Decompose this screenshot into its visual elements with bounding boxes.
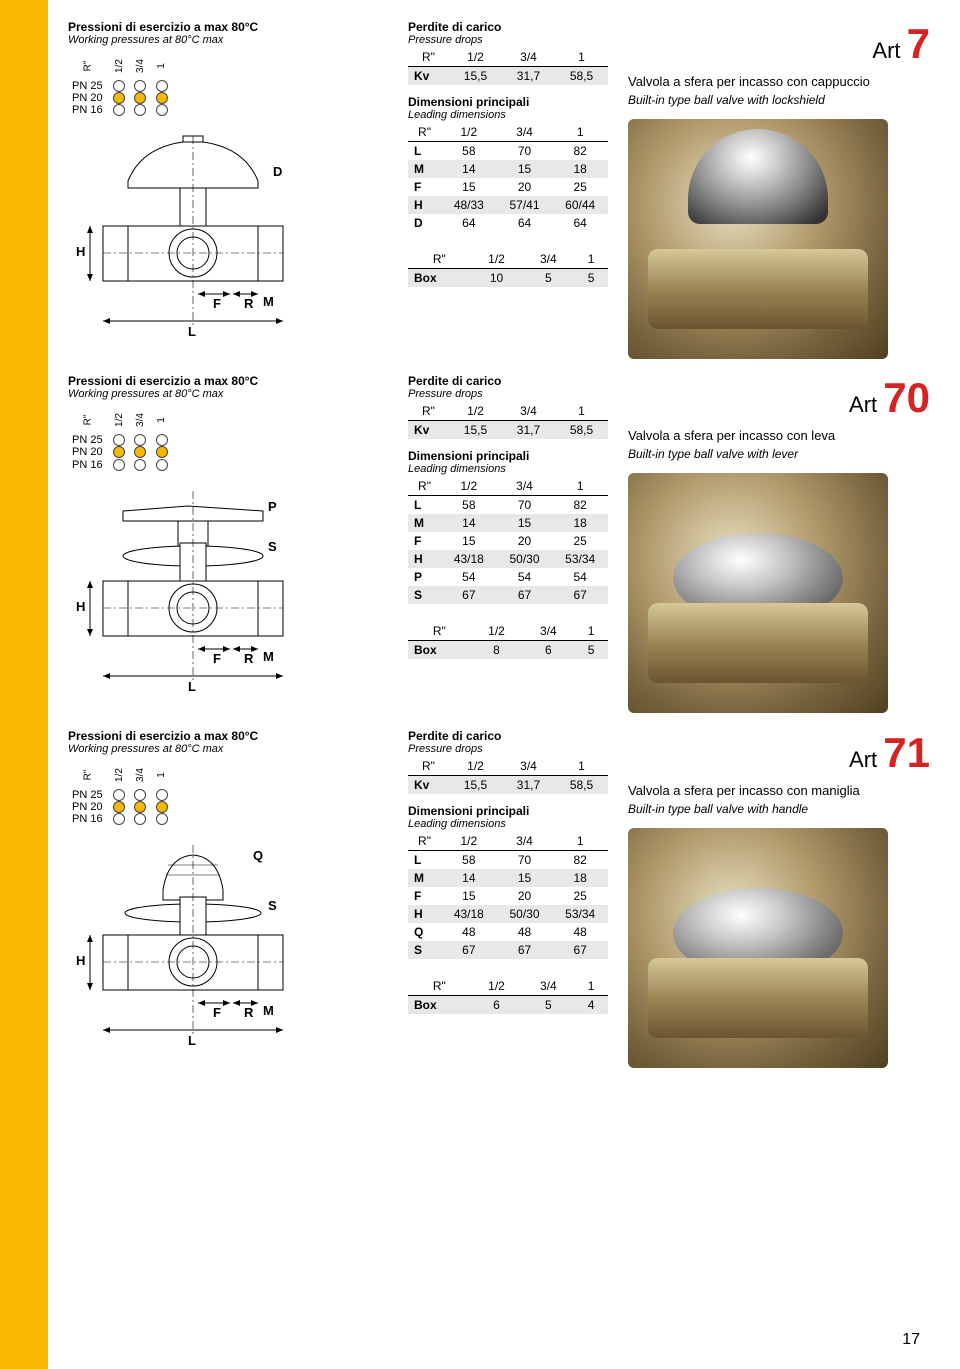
technical-diagram: Q S H F RM L (68, 835, 318, 1075)
table-title-it: Perdite di carico (408, 374, 618, 388)
svg-text:R: R (244, 296, 254, 311)
pressure-title-it: Pressioni di esercizio a max 80°C (68, 20, 398, 34)
svg-text:S: S (268, 539, 277, 554)
data-table: R"1/23/41L587082M141518F152025H43/1850/3… (408, 832, 608, 959)
product-photo (628, 828, 888, 1068)
pressure-title-en: Working pressures at 80°C max (68, 388, 398, 400)
svg-text:H: H (76, 244, 85, 259)
art-desc-en: Built-in type ball valve with lockshield (628, 93, 930, 107)
rsize-table: R"1/23/41Box654 (408, 977, 608, 1014)
data-table: R"1/23/41L587082M141518F152025H43/1850/3… (408, 477, 608, 604)
table-title-it: Perdite di carico (408, 729, 618, 743)
svg-text:L: L (188, 1033, 196, 1048)
table-title-en: Pressure drops (408, 34, 618, 46)
svg-text:F: F (213, 1005, 221, 1020)
svg-text:F: F (213, 296, 221, 311)
product-photo (628, 473, 888, 713)
art-heading: Art 71 (628, 729, 930, 777)
pn-pressure-table: R"1/23/41PN 25PN 20PN 16 (68, 761, 172, 825)
svg-text:D: D (273, 164, 282, 179)
pressure-title-en: Working pressures at 80°C max (68, 743, 398, 755)
svg-text:H: H (76, 953, 85, 968)
art-desc-en: Built-in type ball valve with lever (628, 447, 930, 461)
data-table: R"1/23/41Kv15,531,758,5 (408, 402, 608, 439)
pressure-title-en: Working pressures at 80°C max (68, 34, 398, 46)
rsize-table: R"1/23/41Box1055 (408, 250, 608, 287)
svg-text:R: R (244, 651, 254, 666)
table-title-en: Leading dimensions (408, 463, 618, 475)
page-left-bar (0, 0, 48, 1369)
art-desc-en: Built-in type ball valve with handle (628, 802, 930, 816)
svg-text:P: P (268, 499, 277, 514)
svg-text:M: M (263, 1003, 274, 1018)
table-title-it: Dimensioni principali (408, 449, 618, 463)
table-title-it: Dimensioni principali (408, 95, 618, 109)
art-desc-it: Valvola a sfera per incasso con cappucci… (628, 74, 930, 89)
art-desc-it: Valvola a sfera per incasso con maniglia (628, 783, 930, 798)
table-title-en: Pressure drops (408, 743, 618, 755)
product-photo (628, 119, 888, 359)
art-heading: Art 7 (628, 20, 930, 68)
art-desc-it: Valvola a sfera per incasso con leva (628, 428, 930, 443)
data-table: R"1/23/41L587082M141518F152025H48/3357/4… (408, 123, 608, 232)
data-table: R"1/23/41Kv15,531,758,5 (408, 48, 608, 85)
table-title-en: Leading dimensions (408, 818, 618, 830)
svg-text:Q: Q (253, 848, 263, 863)
svg-text:L: L (188, 324, 196, 339)
svg-text:L: L (188, 679, 196, 694)
svg-text:M: M (263, 649, 274, 664)
pressure-title-it: Pressioni di esercizio a max 80°C (68, 374, 398, 388)
technical-diagram: P S H F RM L (68, 481, 318, 721)
product-block: Pressioni di esercizio a max 80°CWorking… (68, 729, 930, 1075)
data-table: R"1/23/41Kv15,531,758,5 (408, 757, 608, 794)
svg-text:H: H (76, 599, 85, 614)
svg-text:F: F (213, 651, 221, 666)
technical-diagram: D H F RM L (68, 126, 318, 366)
pn-pressure-table: R"1/23/41PN 25PN 20PN 16 (68, 406, 172, 470)
art-heading: Art 70 (628, 374, 930, 422)
table-title-en: Leading dimensions (408, 109, 618, 121)
pressure-title-it: Pressioni di esercizio a max 80°C (68, 729, 398, 743)
rsize-table: R"1/23/41Box865 (408, 622, 608, 659)
svg-text:M: M (263, 294, 274, 309)
product-block: Pressioni di esercizio a max 80°CWorking… (68, 374, 930, 720)
svg-text:R: R (244, 1005, 254, 1020)
table-title-it: Dimensioni principali (408, 804, 618, 818)
svg-text:S: S (268, 898, 277, 913)
page-number: 17 (902, 1331, 920, 1349)
table-title-it: Perdite di carico (408, 20, 618, 34)
product-block: Pressioni di esercizio a max 80°CWorking… (68, 20, 930, 366)
table-title-en: Pressure drops (408, 388, 618, 400)
pn-pressure-table: R"1/23/41PN 25PN 20PN 16 (68, 52, 172, 116)
